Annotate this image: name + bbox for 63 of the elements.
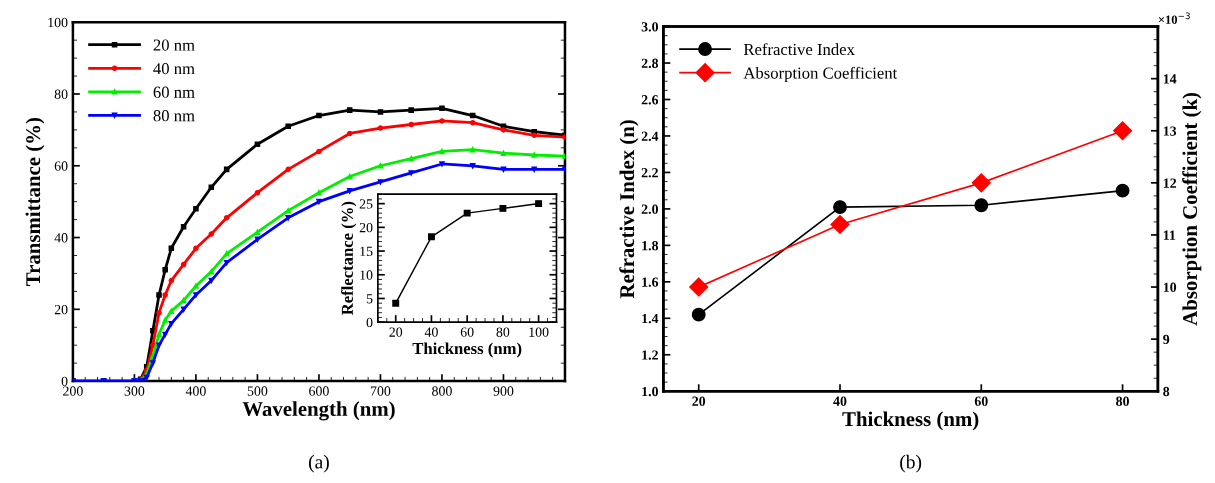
y-tick-label: 2.0 <box>641 204 658 214</box>
x-tick-label: 40 <box>833 396 847 406</box>
x-tick-label: 60 <box>460 327 474 337</box>
x-tick-label: 20 <box>389 327 403 337</box>
x-tick-label: 600 <box>309 386 329 396</box>
x-tick-label: 400 <box>185 386 206 396</box>
x-tick-label: 800 <box>432 386 452 396</box>
legend-label: 80 nm <box>153 110 195 122</box>
y-tick-label: 1.8 <box>642 240 659 251</box>
y-axis-title: Transmittance (%) <box>25 117 45 286</box>
y2-tick-label: 8 <box>1163 386 1170 397</box>
y-tick-label: 60 <box>54 161 68 171</box>
x-axis-title: Thickness (nm) <box>412 342 522 358</box>
y-tick-label: 0 <box>61 376 68 387</box>
y-tick-label: 1.4 <box>642 313 659 324</box>
x-tick-label: 60 <box>974 396 988 406</box>
text: (b) <box>900 454 922 473</box>
y2-tick-label: 12 <box>1163 178 1177 188</box>
y2-tick-label: 11 <box>1163 230 1176 240</box>
x-axis-title: Thickness (nm) <box>842 411 979 431</box>
y-tick-label: 3.0 <box>641 22 658 32</box>
legend-label: Absorption Coefficient <box>743 66 898 83</box>
y-tick-label: 2.2 <box>641 168 658 178</box>
x-tick-label: 500 <box>247 386 268 396</box>
y-tick-label: 0 <box>366 317 373 328</box>
x-tick-label: 200 <box>63 386 83 396</box>
y-tick-label: 2.6 <box>641 95 659 105</box>
y-tick-label: 1.0 <box>642 386 658 397</box>
y-axis-title: Refractive Index (n) <box>619 120 639 299</box>
y-tick-label: 5 <box>366 294 373 304</box>
x-tick-label: 20 <box>692 396 706 406</box>
x-axis-title: Wavelength (nm) <box>242 401 395 421</box>
y-tick-label: 15 <box>360 246 373 257</box>
x-tick-label: 40 <box>424 327 438 337</box>
x-tick-label: 900 <box>493 386 514 396</box>
text: ×10$^{−3}$ <box>1158 12 1190 24</box>
x-tick-label: 300 <box>124 386 145 396</box>
y2-axis-title: Absorption Coefficient (k) <box>1182 92 1202 326</box>
y2-tick-label: 9 <box>1163 334 1170 345</box>
y-tick-label: 20 <box>359 222 373 233</box>
y-tick-label: 2.4 <box>641 131 659 141</box>
y-axis-title: Reflectance (%) <box>341 201 357 316</box>
x-tick-label: 80 <box>496 327 510 337</box>
y-tick-label: 1.2 <box>642 350 658 360</box>
legend-label: Refractive Index <box>743 43 855 56</box>
y2-tick-label: 14 <box>1163 74 1177 84</box>
x-tick-label: 100 <box>529 327 549 337</box>
text: (a) <box>309 454 329 473</box>
legend-label: 60 nm <box>153 86 195 98</box>
y-tick-label: 40 <box>54 233 68 243</box>
x-tick-label: 700 <box>370 386 391 396</box>
y-tick-label: 20 <box>54 304 68 315</box>
y-tick-label: 10 <box>360 270 373 280</box>
y-tick-label: 80 <box>54 89 68 99</box>
y2-tick-label: 13 <box>1163 126 1177 136</box>
x-tick-label: 80 <box>1116 396 1129 406</box>
y-tick-label: 1.6 <box>642 277 659 287</box>
legend-label: 20 nm <box>153 39 195 51</box>
y-tick-label: 100 <box>48 17 68 28</box>
y-tick-label: 2.8 <box>641 58 659 69</box>
y-tick-label: 25 <box>359 199 373 209</box>
legend-label: 40 nm <box>153 63 195 75</box>
y2-tick-label: 10 <box>1163 282 1177 292</box>
